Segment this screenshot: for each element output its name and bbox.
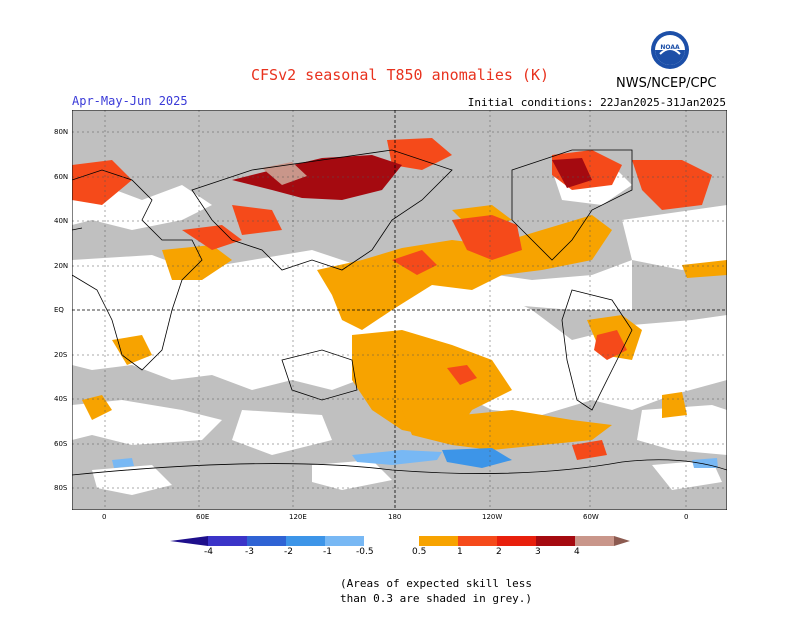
logo-text: NOAA [660,44,680,51]
lon-label-0-east: 0 [684,513,689,521]
legend-label-neg1: -1 [323,547,332,557]
lat-label-80n: 80N [54,128,69,136]
lon-label-120w: 120W [482,513,503,521]
anomaly-map [72,110,727,510]
anomaly-3-4-regions [262,162,307,185]
lat-label-eq: EQ [54,306,64,314]
noaa-logo-icon: NOAA [651,31,689,69]
lon-label-0: 0 [102,513,107,521]
lat-label-60s: 60S [54,440,68,448]
legend-label-neg4: -4 [204,547,213,557]
lat-label-20s: 20S [54,351,68,359]
legend-label-05: 0.5 [412,547,427,557]
lat-label-40s: 40S [54,395,68,403]
legend-label-neg05: -0.5 [356,547,374,557]
skill-note: (Areas of expected skill less than 0.3 a… [340,576,532,606]
chart-title: CFSv2 seasonal T850 anomalies (K) [250,66,549,84]
lat-label-40n: 40N [54,217,69,225]
initial-conditions-label: Initial conditions: 22Jan2025-31Jan2025 [467,96,726,109]
legend-label-2: 2 [496,547,502,557]
legend-label-4: 4 [574,547,580,557]
season-label: Apr-May-Jun 2025 [72,94,188,108]
lat-label-80s: 80S [54,484,68,492]
lon-label-60w: 60W [583,513,599,521]
agency-label: NWS/NCEP/CPC [616,76,717,91]
legend-label-3: 3 [535,547,541,557]
legend-label-1: 1 [457,547,463,557]
anomaly-2-3-regions [232,155,592,200]
color-legend [170,536,630,546]
lon-label-120e: 120E [289,513,307,521]
skill-note-line1: (Areas of expected skill less [340,577,533,590]
lat-label-20n: 20N [54,262,69,270]
legend-label-neg2: -2 [284,547,293,557]
skill-note-line2: than 0.3 are shaded in grey.) [340,592,533,605]
lon-label-180: 180 [388,513,402,521]
lon-label-60e: 60E [196,513,210,521]
lat-label-60n: 60N [54,173,69,181]
legend-label-neg3: -3 [245,547,254,557]
